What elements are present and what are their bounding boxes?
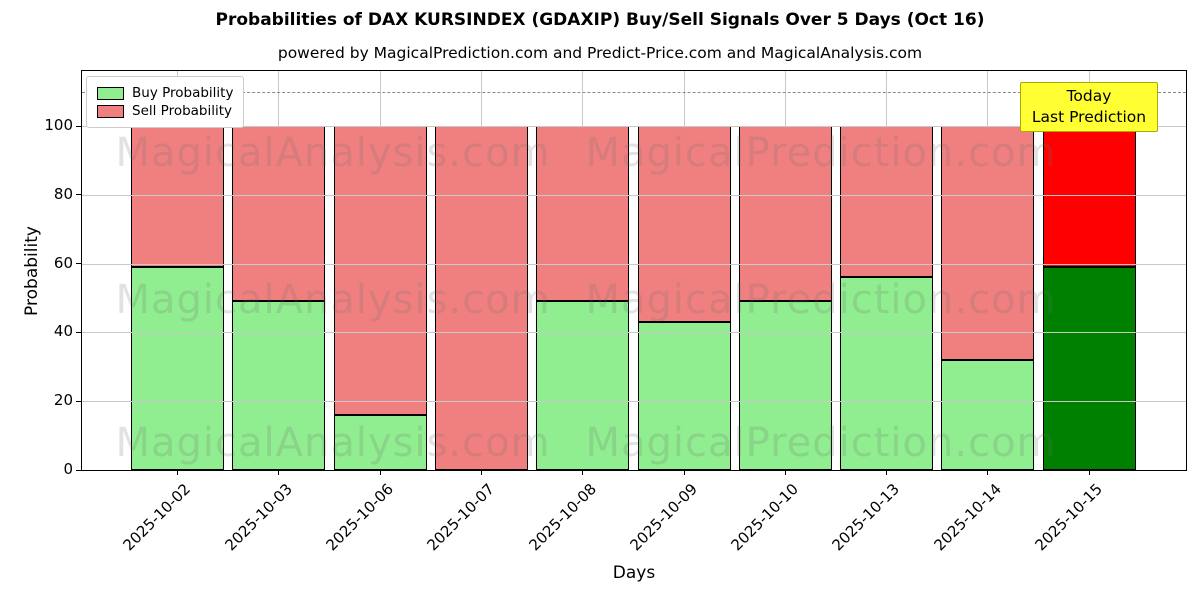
y-tick xyxy=(76,194,81,196)
x-tick-label: 2025-10-10 xyxy=(727,480,803,555)
legend-item-buy: Buy Probability xyxy=(97,85,233,101)
legend: Buy Probability Sell Probability xyxy=(86,76,245,128)
watermark-text: MagicalPrediction.com xyxy=(585,420,1057,466)
x-tick-label: 2025-10-15 xyxy=(1031,480,1106,555)
bar-buy-segment xyxy=(536,301,630,470)
x-tick-label: 2025-10-06 xyxy=(322,480,397,555)
bar-sell-segment xyxy=(637,126,731,323)
bar-buy-segment xyxy=(232,301,326,470)
horizontal-gridline xyxy=(82,126,1186,128)
x-tick xyxy=(1088,470,1090,475)
x-tick xyxy=(683,470,685,475)
x-tick xyxy=(177,470,178,475)
watermark-text: MagicalAnalysis.com xyxy=(115,277,551,323)
x-tick xyxy=(987,470,989,475)
y-tick xyxy=(76,263,81,265)
horizontal-gridline xyxy=(82,401,1186,403)
bar-buy-segment xyxy=(738,301,832,470)
bar-sell-segment xyxy=(840,126,934,278)
x-tick-label: 2025-10-13 xyxy=(828,480,904,555)
bar-sell-segment xyxy=(738,126,832,302)
watermark-text: MagicalPrediction.com xyxy=(585,277,1057,323)
legend-item-sell: Sell Probability xyxy=(97,103,233,119)
bar-sell-segment xyxy=(131,126,224,268)
y-tick xyxy=(76,469,81,471)
watermark-text: MagicalAnalysis.com xyxy=(115,420,551,466)
y-tick-label: 80 xyxy=(53,184,73,203)
bar-buy-segment xyxy=(840,277,934,470)
x-tick-label: 2025-10-03 xyxy=(221,480,296,555)
bar-sell-segment xyxy=(434,126,528,470)
chart-title: Probabilities of DAX KURSINDEX (GDAXIP) … xyxy=(215,10,985,30)
bar-sell-segment xyxy=(941,126,1035,360)
x-tick xyxy=(379,470,381,475)
chart-subtitle: powered by MagicalPrediction.com and Pre… xyxy=(277,44,923,62)
horizontal-gridline xyxy=(82,194,1186,196)
watermark-text: MagicalAnalysis.com xyxy=(115,130,551,176)
annotation-line2: Last Prediction xyxy=(1031,107,1147,126)
bar-sell-segment xyxy=(536,126,630,302)
x-axis-label: Days xyxy=(612,563,656,583)
y-tick-label: 40 xyxy=(53,322,73,341)
y-tick-label: 20 xyxy=(53,391,73,410)
y-tick-label: 100 xyxy=(44,116,73,135)
legend-label: Buy Probability xyxy=(132,85,234,101)
bar-buy-segment xyxy=(1042,267,1136,470)
bar-sell-segment xyxy=(1042,126,1136,268)
bar-buy-segment xyxy=(637,322,731,470)
legend-label: Sell Probability xyxy=(132,103,233,119)
x-tick xyxy=(480,470,482,475)
bar-buy-segment xyxy=(941,359,1035,470)
x-tick xyxy=(784,470,786,475)
x-tick-label: 2025-10-09 xyxy=(626,480,701,555)
x-tick-label: 2025-10-07 xyxy=(423,480,499,555)
bar-buy-segment xyxy=(131,267,224,470)
watermark-text: MagicalPrediction.com xyxy=(585,130,1057,176)
x-tick xyxy=(278,470,280,475)
sell-swatch-icon xyxy=(97,104,124,118)
x-tick-label: 2025-10-14 xyxy=(930,480,1005,555)
y-tick xyxy=(76,400,81,402)
bar-buy-segment xyxy=(333,414,427,470)
bar-sell-segment xyxy=(333,126,427,415)
x-tick xyxy=(886,470,888,475)
bar-sell-segment xyxy=(232,126,326,302)
horizontal-gridline xyxy=(82,263,1186,265)
x-tick xyxy=(582,470,584,475)
today-annotation: Today Last Prediction xyxy=(1020,82,1158,132)
buy-swatch-icon xyxy=(97,86,124,100)
y-tick xyxy=(76,125,81,127)
x-tick-label: 2025-10-02 xyxy=(119,480,195,555)
threshold-dashed-line xyxy=(82,91,1186,93)
y-axis-label: Probability xyxy=(22,225,42,316)
horizontal-gridline xyxy=(82,332,1186,334)
y-tick-label: 0 xyxy=(63,460,73,479)
x-tick-label: 2025-10-08 xyxy=(525,480,600,555)
plot-area: MagicalAnalysis.com MagicalPrediction.co… xyxy=(22,70,1187,583)
y-tick-label: 60 xyxy=(53,253,73,272)
y-tick xyxy=(76,331,81,333)
annotation-line1: Today xyxy=(1066,87,1112,105)
